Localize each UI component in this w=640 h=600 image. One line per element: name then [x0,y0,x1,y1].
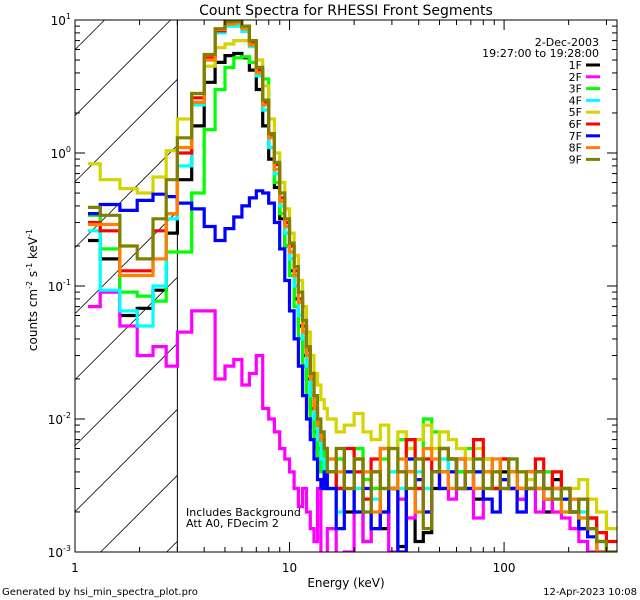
legend-label-1F: 1F [569,59,582,72]
hatch-line [100,475,178,553]
x-tick-label: 10 [282,561,297,575]
series-7F [88,189,608,552]
y-label-exp: -1 [25,263,34,271]
y-axis-label: counts cm-2 s-1 keV-1 [25,229,40,351]
x-tick-label: 100 [493,561,516,575]
legend-label-6F: 6F [569,118,582,131]
y-tick-base: 10 [51,147,66,161]
y-tick-label: 10-1 [48,278,71,294]
y-tick-base: 10 [48,546,63,560]
y-tick-label: 10-3 [48,544,71,560]
hatch-line [74,277,178,380]
legend-date: 2-Dec-2003 [535,36,599,49]
legend-label-9F: 9F [569,153,582,166]
y-label-exp: -2 [25,281,34,289]
annotation-background: Includes Background [186,506,301,519]
y-tick-base: 10 [48,413,63,427]
legend-label-5F: 5F [569,106,582,119]
y-tick-exp: 1 [66,12,71,21]
y-tick-exp: 0 [66,145,71,154]
series-9F [88,20,617,552]
y-tick-base: 10 [48,280,63,294]
y-tick-label: 10-2 [48,411,71,427]
legend-label-8F: 8F [569,142,582,155]
hatch-line [74,79,178,182]
y-tick-exp: -3 [63,544,71,553]
hatch-line [74,409,178,512]
legend-time-range: 19:27:00 to 19:28:00 [482,47,599,60]
y-tick-exp: -2 [63,411,71,420]
chart-title: Count Spectra for RHESSI Front Segments [199,3,493,19]
y-label-exp: -1 [25,229,34,237]
y-label-part: keV [26,236,40,263]
y-tick-base: 10 [51,14,66,28]
excluded-energy-hatch [74,19,178,553]
spectra-series [88,20,617,552]
legend-label-3F: 3F [569,83,582,96]
series-2F [88,290,599,552]
hatch-line [74,19,171,116]
hatch-line [166,541,178,553]
footer-timestamp: 12-Apr-2023 10:08 [543,587,637,598]
y-label-part: s [26,271,40,281]
x-axis-label: Energy (keV) [307,576,384,590]
x-tick-label: 1 [71,561,79,575]
legend-label-7F: 7F [569,130,582,143]
hatch-line [74,19,105,50]
y-tick-label: 101 [51,12,71,28]
footer-generated-by: Generated by hsi_min_spectra_plot.pro [2,587,198,598]
legend-label-2F: 2F [569,71,582,84]
y-tick-label: 100 [51,145,71,161]
y-label-part: counts cm [26,289,40,351]
annotation-attenuator: Att A0, FDecim 2 [186,517,279,530]
legend-label-4F: 4F [569,94,582,107]
y-tick-exp: -1 [63,278,71,287]
axis-ticks [74,20,617,553]
hatch-line [74,211,178,314]
hatch-line [74,343,178,446]
